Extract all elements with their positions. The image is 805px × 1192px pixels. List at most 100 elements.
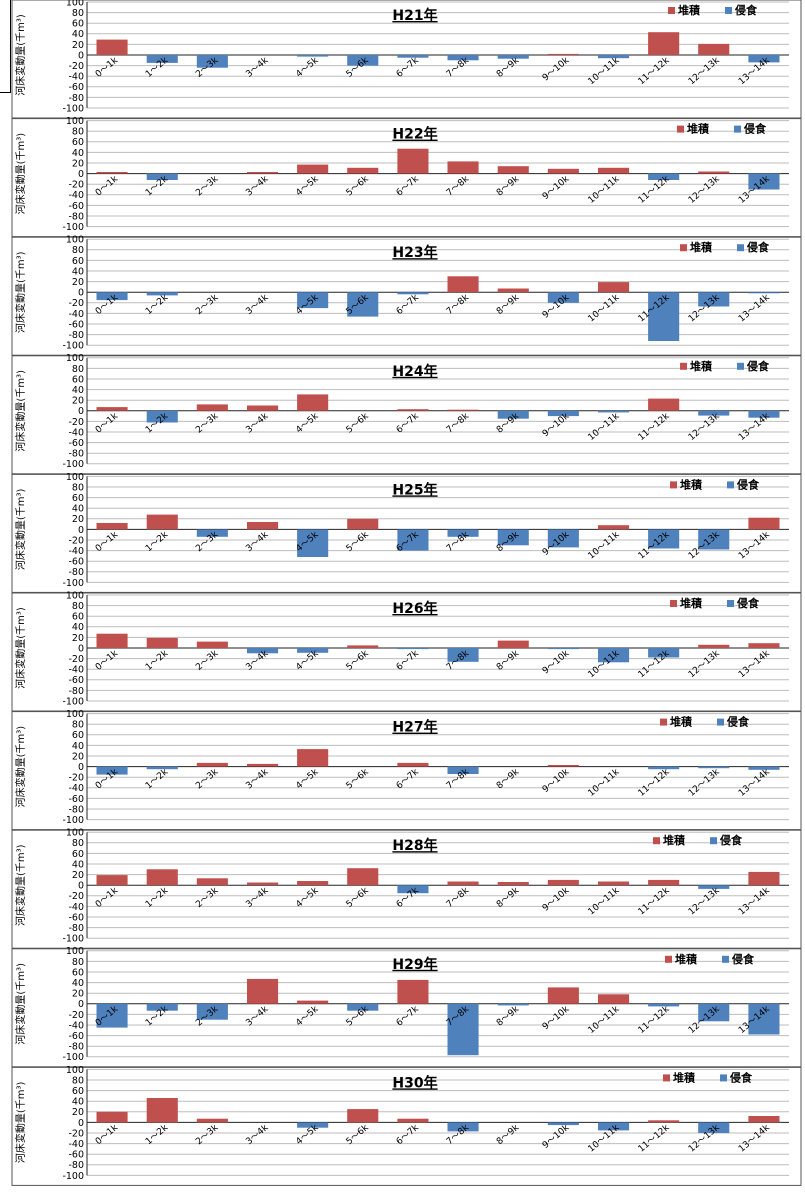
y-tick-label: -60 bbox=[68, 319, 84, 330]
bar-13 bbox=[698, 885, 730, 889]
legend-label-erosion: 侵食 bbox=[734, 3, 758, 17]
y-tick-label: -100 bbox=[62, 934, 84, 945]
bar-6 bbox=[347, 645, 379, 648]
y-axis-label: 河床変動量(千m³) bbox=[14, 726, 27, 808]
bar-7 bbox=[397, 529, 429, 551]
bar-11 bbox=[598, 410, 630, 413]
legend-swatch-deposition bbox=[677, 125, 684, 133]
y-tick-label: 0 bbox=[78, 50, 84, 61]
y-tick-label: -80 bbox=[68, 449, 84, 460]
y-tick-label: 80 bbox=[72, 957, 84, 968]
bar-6 bbox=[347, 518, 379, 530]
bar-7 bbox=[397, 762, 429, 767]
y-tick-label: -80 bbox=[68, 686, 84, 697]
y-axis-label: 河床変動量(千m³) bbox=[14, 844, 27, 926]
bar-2 bbox=[146, 514, 178, 530]
bar-4 bbox=[247, 405, 279, 411]
bar-5 bbox=[297, 881, 329, 886]
y-tick-label: 0 bbox=[78, 525, 84, 536]
y-tick-label: 0 bbox=[78, 643, 84, 654]
bar-13 bbox=[698, 171, 730, 174]
bar-14 bbox=[748, 410, 780, 418]
y-tick-label: 80 bbox=[72, 8, 84, 19]
bar-12 bbox=[648, 529, 680, 549]
y-tick-label: -40 bbox=[68, 427, 84, 438]
bar-13 bbox=[698, 1003, 730, 1022]
bar-7 bbox=[397, 409, 429, 411]
chart-frame bbox=[11, 0, 802, 119]
y-tick-label: -20 bbox=[68, 417, 84, 428]
bar-14 bbox=[748, 1116, 780, 1123]
y-tick-label: -40 bbox=[68, 783, 84, 794]
bar-10 bbox=[547, 1122, 579, 1126]
chart-title: H30年 bbox=[392, 1074, 437, 1091]
legend-swatch-deposition bbox=[660, 718, 667, 726]
y-tick-label: 40 bbox=[72, 504, 84, 515]
y-tick-label: -100 bbox=[62, 578, 84, 589]
bar-4 bbox=[247, 522, 279, 530]
y-tick-label: -40 bbox=[68, 309, 84, 320]
legend-swatch-deposition bbox=[665, 955, 672, 963]
bar-5 bbox=[297, 292, 329, 309]
y-tick-label: -80 bbox=[68, 330, 84, 341]
chart-frame bbox=[11, 711, 802, 831]
y-axis-label: 河床変動量(千m³) bbox=[14, 370, 27, 452]
y-tick-label: -60 bbox=[68, 912, 84, 923]
bar-2 bbox=[146, 55, 178, 63]
bar-13 bbox=[698, 644, 730, 648]
legend-swatch-deposition bbox=[680, 362, 687, 370]
bar-9 bbox=[497, 882, 529, 886]
y-tick-label: -40 bbox=[68, 546, 84, 557]
bar-4 bbox=[247, 882, 279, 886]
y-tick-label: 20 bbox=[72, 1107, 84, 1118]
y-tick-label: -60 bbox=[68, 675, 84, 686]
y-tick-label: 40 bbox=[72, 741, 84, 752]
y-tick-label: 80 bbox=[72, 601, 84, 612]
bar-11 bbox=[598, 167, 630, 174]
bar-1 bbox=[96, 172, 128, 174]
bar-5 bbox=[297, 394, 329, 411]
bar-8 bbox=[447, 648, 479, 662]
y-tick-label: 60 bbox=[72, 374, 84, 385]
legend-label-erosion: 侵食 bbox=[719, 833, 743, 847]
bar-7 bbox=[397, 292, 429, 295]
chart-title: H24年 bbox=[392, 363, 437, 380]
bar-12 bbox=[648, 1120, 680, 1123]
bar-10 bbox=[547, 168, 579, 174]
bar-10 bbox=[547, 648, 579, 650]
bar-2 bbox=[146, 292, 178, 296]
bar-5 bbox=[297, 749, 329, 767]
bar-7 bbox=[397, 55, 429, 58]
y-tick-label: 60 bbox=[72, 967, 84, 978]
legend-swatch-deposition bbox=[653, 837, 660, 845]
chart-title: H23年 bbox=[392, 244, 437, 261]
legend-swatch-erosion bbox=[737, 244, 744, 252]
y-tick-label: 0 bbox=[78, 1118, 84, 1129]
bar-8 bbox=[447, 409, 479, 411]
bar-14 bbox=[748, 517, 780, 530]
legend-swatch-erosion bbox=[722, 955, 729, 963]
bar-12 bbox=[648, 879, 680, 886]
bar-7 bbox=[397, 885, 429, 894]
y-tick-label: 100 bbox=[66, 946, 84, 957]
bar-11 bbox=[598, 55, 630, 59]
y-tick-label: -60 bbox=[68, 82, 84, 93]
y-tick-label: 80 bbox=[72, 720, 84, 731]
bar-3 bbox=[196, 1003, 228, 1020]
y-tick-label: 100 bbox=[66, 235, 84, 246]
bar-9 bbox=[497, 410, 529, 419]
bar-7 bbox=[397, 1118, 429, 1123]
legend-label-erosion: 侵食 bbox=[736, 596, 760, 610]
bar-10 bbox=[547, 987, 579, 1004]
legend-label-deposition: 堆積 bbox=[678, 3, 701, 17]
legend-swatch-erosion bbox=[725, 7, 732, 14]
chart-title: H25年 bbox=[392, 481, 437, 498]
bar-3 bbox=[196, 529, 228, 537]
bar-6 bbox=[347, 55, 379, 66]
y-tick-label: 100 bbox=[66, 353, 84, 364]
